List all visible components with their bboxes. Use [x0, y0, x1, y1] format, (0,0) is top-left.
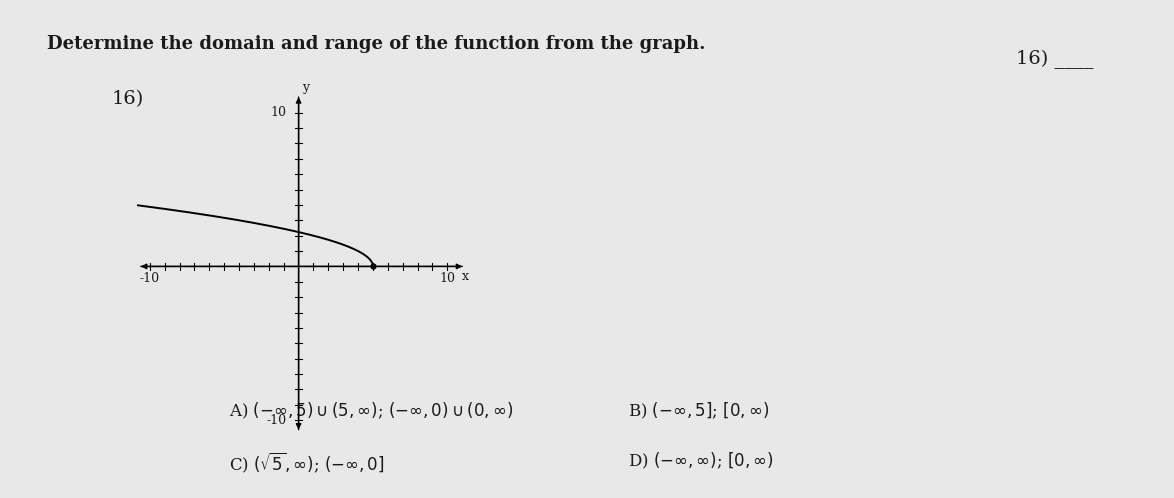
Text: A) $(-\infty, 5) \cup (5, \infty)$; $(-\infty, 0) \cup (0, \infty)$: A) $(-\infty, 5) \cup (5, \infty)$; $(-\…: [229, 401, 513, 421]
Text: y: y: [303, 81, 310, 94]
Text: 10: 10: [439, 272, 456, 285]
Text: -10: -10: [266, 414, 286, 427]
Text: -10: -10: [140, 272, 160, 285]
Text: Determine the domain and range of the function from the graph.: Determine the domain and range of the fu…: [47, 35, 706, 53]
Text: 16): 16): [112, 90, 143, 108]
Text: 16) ____: 16) ____: [1016, 50, 1093, 69]
Text: x: x: [461, 270, 468, 283]
Text: C) $(\sqrt{5}, \infty)$; $(-\infty, 0]$: C) $(\sqrt{5}, \infty)$; $(-\infty, 0]$: [229, 451, 384, 475]
Text: B) $(-\infty, 5]$; $[0, \infty)$: B) $(-\infty, 5]$; $[0, \infty)$: [628, 401, 769, 421]
Text: D) $(-\infty, \infty)$; $[0, \infty)$: D) $(-\infty, \infty)$; $[0, \infty)$: [628, 451, 774, 471]
Text: 10: 10: [271, 106, 286, 119]
